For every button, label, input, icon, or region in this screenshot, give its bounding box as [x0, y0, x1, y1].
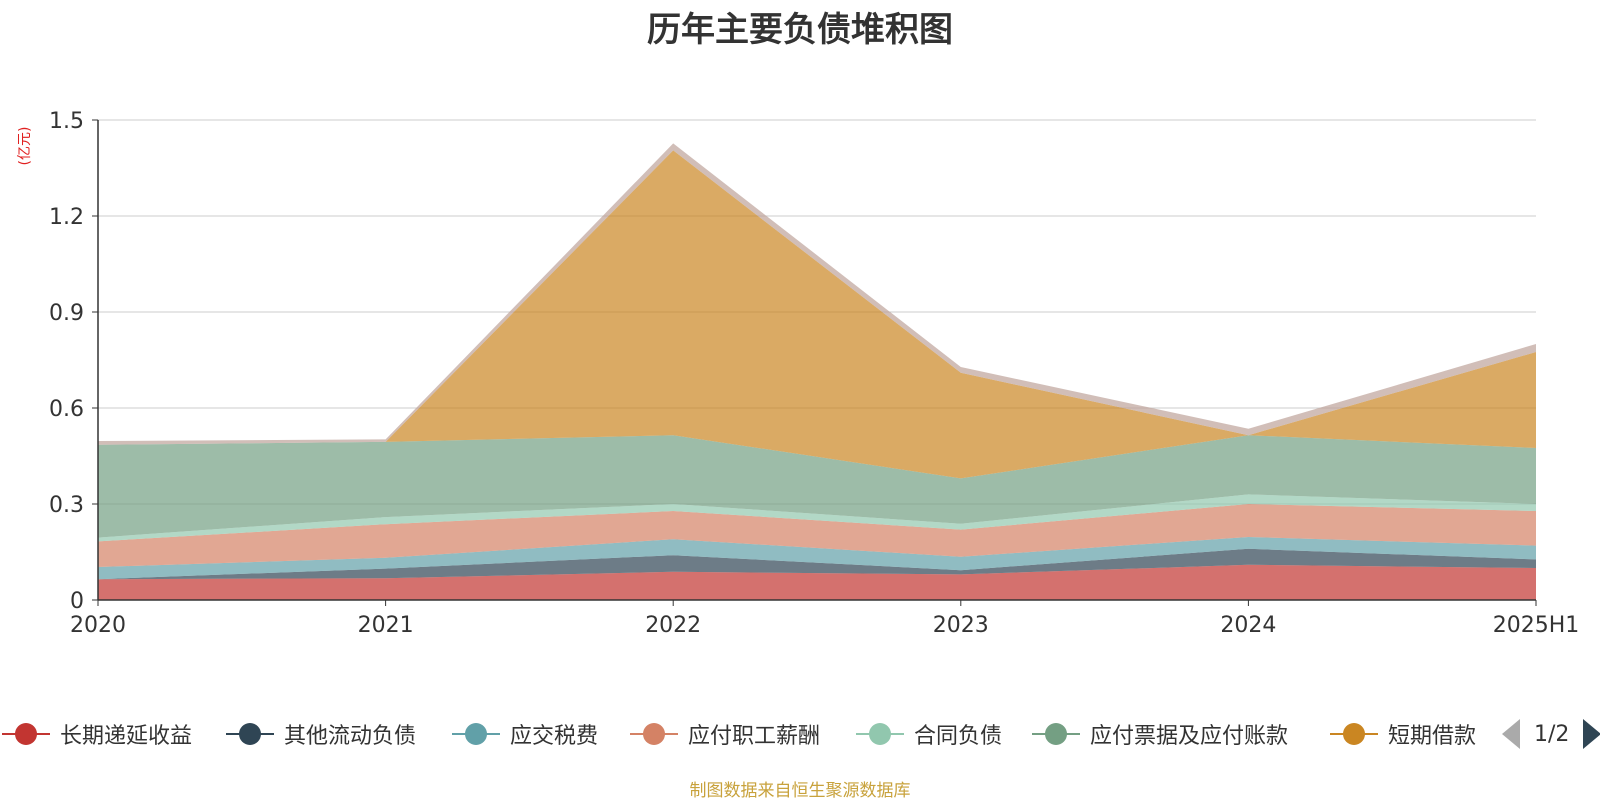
- area-2: [98, 537, 1536, 580]
- legend-item[interactable]: 短期借款: [1330, 716, 1476, 752]
- legend-label: 应付职工薪酬: [688, 724, 821, 749]
- chart-title: 历年主要负债堆积图: [647, 10, 953, 50]
- y-tick-label: 0.9: [49, 301, 84, 326]
- legend-item[interactable]: 应付职工薪酬: [630, 716, 820, 752]
- legend-marker-icon: [630, 716, 678, 752]
- legend-label: 长期递延收益: [60, 724, 193, 749]
- x-tick-label: 2021: [358, 613, 414, 638]
- legend-marker-icon: [1032, 716, 1080, 752]
- x-tick-label: 2024: [1220, 613, 1276, 638]
- legend-marker-icon: [2, 716, 50, 752]
- legend-item[interactable]: 其他流动负债: [226, 716, 416, 752]
- legend-item[interactable]: 应交税费: [452, 716, 598, 752]
- legend-prev-page-icon[interactable]: [1502, 719, 1520, 749]
- area-0: [98, 564, 1536, 600]
- x-tick-label: 2020: [70, 613, 126, 638]
- legend: 长期递延收益 其他流动负债 应交税费 应付职工薪酬 合同负债 应付票据及应付账款 短期借款: [0, 716, 1600, 752]
- area-1: [98, 548, 1536, 580]
- x-tick-label: 2022: [645, 613, 701, 638]
- legend-pager: 1/2: [1502, 716, 1600, 752]
- area-4: [98, 494, 1536, 542]
- legend-label: 应付票据及应付账款: [1090, 724, 1289, 749]
- legend-label: 短期借款: [1388, 724, 1477, 749]
- legend-label: 应交税费: [510, 724, 599, 749]
- x-tick-label: 2025H1: [1493, 613, 1580, 638]
- area-series: [98, 143, 1536, 600]
- y-tick-label: 0.6: [49, 397, 84, 422]
- area-3: [98, 504, 1536, 567]
- legend-item[interactable]: 合同负债: [856, 716, 1002, 752]
- y-tick-label: 1.2: [49, 205, 84, 230]
- legend-marker-icon: [452, 716, 500, 752]
- legend-item[interactable]: 长期递延收益: [2, 716, 192, 752]
- x-tick-label: 2023: [933, 613, 989, 638]
- legend-marker-icon: [226, 716, 274, 752]
- legend-next-page-icon[interactable]: [1583, 719, 1600, 749]
- legend-marker-icon: [856, 716, 904, 752]
- legend-marker-icon: [1330, 716, 1378, 752]
- legend-label: 合同负债: [914, 724, 1003, 749]
- y-tick-label: 0: [70, 589, 84, 614]
- legend-page-indicator: 1/2: [1534, 721, 1570, 747]
- y-tick-label: 1.5: [49, 109, 84, 134]
- area-5: [98, 435, 1536, 538]
- legend-label: 其他流动负债: [284, 724, 417, 749]
- area-6: [98, 150, 1536, 479]
- legend-item[interactable]: 应付票据及应付账款: [1032, 716, 1288, 752]
- source-note: 制图数据来自恒生聚源数据库: [689, 781, 911, 801]
- axes: 0 0.3 0.6 0.9 1.2 1.5 2020 2021 2022 2023 2024 2025…: [49, 109, 1579, 638]
- y-tick-label: 0.3: [49, 493, 84, 518]
